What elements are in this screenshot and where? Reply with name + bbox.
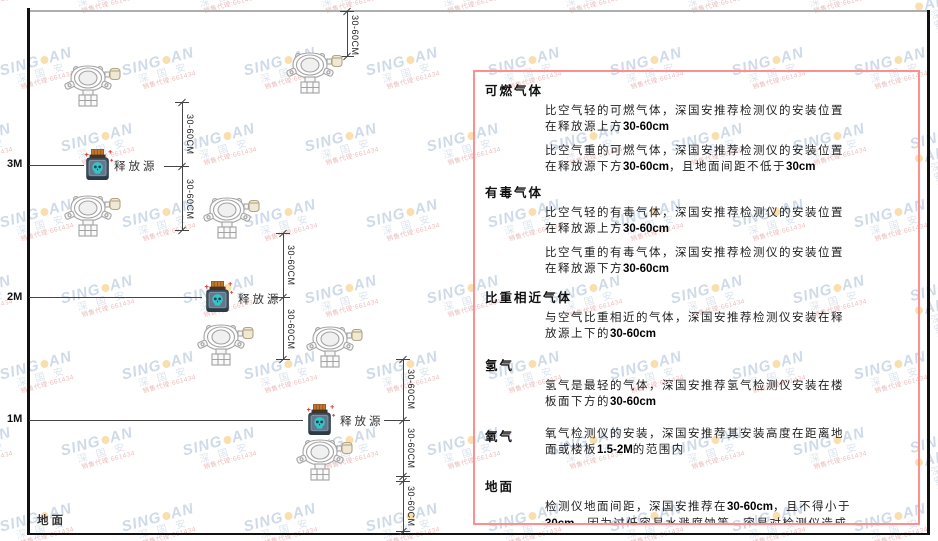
dim-tick: [175, 230, 189, 231]
dim-label-3m-below: 30-60CM: [185, 178, 195, 220]
section-heading: 比重相近气体: [485, 290, 573, 305]
height-line-3m-connector: [164, 166, 182, 167]
left-wall-line: [27, 8, 30, 535]
dim-label-2m-below: 30-60CM: [286, 308, 296, 350]
dim-line-1m: [403, 359, 404, 533]
release-source-icon: [202, 280, 234, 314]
guide-paragraph: 氢气是最轻的气体，深国安推荐氢气检测仪安装在楼板面下方的30-60cm: [545, 378, 844, 408]
guide-paragraph: 比空气重的可燃气体，深国安推荐检测仪的安装位置在释放源下方30-60cm，且地面…: [545, 143, 844, 173]
section-heading: 氢气: [485, 358, 515, 373]
dim-label-ground-gap: 30-60CM: [406, 485, 416, 527]
dim-line-ceiling: [347, 11, 348, 57]
gas-detector-icon: [286, 50, 344, 94]
gas-detector-icon: [306, 324, 364, 368]
section-heading: 地面: [485, 479, 515, 494]
dim-tick: [396, 359, 410, 360]
release-source-icon: [304, 403, 336, 437]
section-oxygen: 氧气 氧气检测仪的安装，深国安推荐其安装高度在距离地面或楼板1.5-2M的范围内: [485, 425, 906, 458]
dim-tick: [276, 359, 290, 360]
section-hydrogen: 氢气 氢气是最轻的气体，深国安推荐氢气检测仪安装在楼板面下方的30-60cm: [485, 355, 906, 410]
dim-tick: [396, 531, 410, 532]
height-line-1m-connector: [384, 420, 403, 421]
installation-guide-panel: 可燃气体 比空气轻的可燃气体，深国安推荐检测仪的安装位置在释放源上方30-60c…: [473, 70, 920, 525]
height-label-2m: 2M: [7, 291, 23, 303]
ground-line: [27, 533, 930, 535]
guide-paragraph: 与空气比重相近的气体，深国安推荐检测仪安装在释放源上下的30-60cm: [545, 310, 844, 340]
release-source-label: 释放源: [114, 159, 158, 173]
right-wall-line: [927, 10, 930, 535]
dim-label-2m-above: 30-60CM: [286, 244, 296, 286]
release-source-label: 释放源: [340, 414, 384, 428]
dim-tick: [396, 476, 410, 477]
height-label-1m: 1M: [7, 413, 23, 425]
gas-detector-icon: [296, 437, 354, 481]
dim-tick: [276, 297, 290, 298]
guide-paragraph: 比空气轻的有毒气体，深国安推荐检测仪的安装位置在释放源上方30-60cm: [545, 205, 844, 235]
height-line-2m: [29, 297, 202, 298]
release-source-label: 释放源: [238, 292, 282, 306]
dim-tick: [396, 481, 410, 482]
height-line-1m: [29, 420, 303, 421]
section-toxic-gas: 有毒气体 比空气轻的有毒气体，深国安推荐检测仪的安装位置在释放源上方30-60c…: [485, 182, 906, 277]
dim-tick: [340, 56, 354, 57]
gas-detector-icon: [64, 63, 122, 107]
dim-tick: [396, 420, 410, 421]
dim-tick: [340, 11, 354, 12]
guide-paragraph: 检测仪地面间距，深国安推荐在30-60cm，且不得小于30cm，因为过低容易水溅…: [545, 499, 852, 525]
guide-paragraph: 比空气重的有毒气体，深国安推荐检测仪的安装位置在释放源下方30-60cm: [545, 245, 844, 275]
section-similar-density-gas: 比重相近气体 与空气比重相近的气体，深国安推荐检测仪安装在释放源上下的30-60…: [485, 287, 906, 342]
release-source-icon: [82, 148, 114, 182]
height-line-3m: [29, 165, 84, 166]
dim-tick: [276, 233, 290, 234]
height-label-3m: 3M: [7, 158, 23, 170]
section-heading: 氧气: [485, 429, 515, 444]
section-ground: 地面 检测仪地面间距，深国安推荐在30-60cm，且不得小于30cm，因为过低容…: [485, 476, 906, 525]
section-heading: 可燃气体: [485, 83, 544, 98]
gas-detector-icon: [64, 193, 122, 237]
section-heading: 有毒气体: [485, 185, 544, 200]
dim-label-1m-above: 30-60CM: [406, 369, 416, 410]
dim-tick: [175, 102, 189, 103]
dim-label-1m-below: 30-60CM: [406, 427, 416, 469]
gas-detector-icon: [203, 195, 261, 239]
guide-paragraph: 氧气检测仪的安装，深国安推荐其安装高度在距离地面或楼板1.5-2M的范围内: [545, 426, 844, 456]
ground-label: 地面: [37, 513, 66, 527]
dim-label-ceiling: 30-60CM: [350, 14, 360, 56]
gas-detector-icon: [197, 322, 255, 366]
dim-label-3m-above: 30-60CM: [185, 113, 195, 155]
ceiling-line: [27, 10, 930, 12]
dim-tick: [175, 166, 189, 167]
section-combustible-gas: 可燃气体 比空气轻的可燃气体，深国安推荐检测仪的安装位置在释放源上方30-60c…: [485, 80, 906, 175]
guide-paragraph: 比空气轻的可燃气体，深国安推荐检测仪的安装位置在释放源上方30-60cm: [545, 103, 844, 133]
